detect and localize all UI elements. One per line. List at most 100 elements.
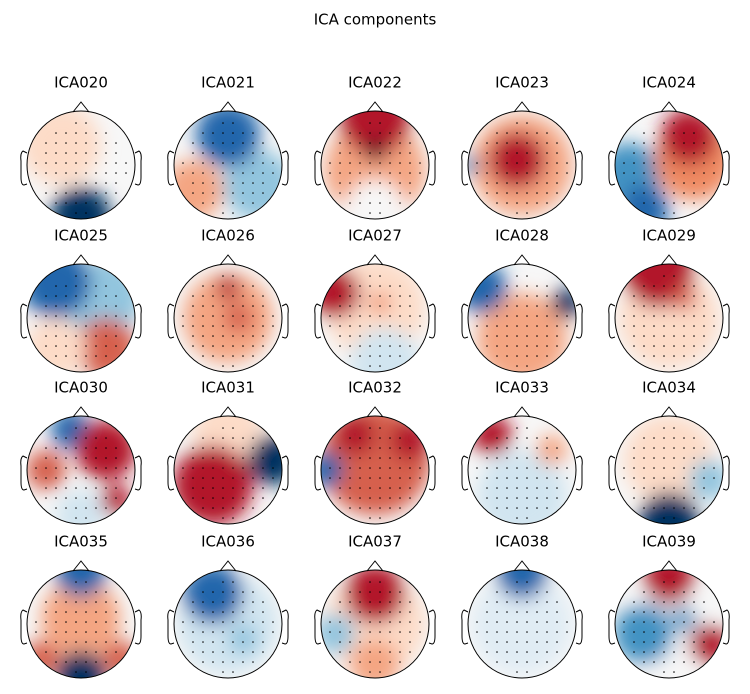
sensor — [409, 641, 411, 643]
sensor — [55, 467, 57, 469]
sensor — [369, 365, 371, 367]
sensor — [389, 345, 391, 347]
sensor — [693, 437, 695, 439]
sensor — [673, 601, 675, 603]
sensor — [339, 152, 341, 154]
ear — [20, 303, 28, 339]
color-patch — [56, 651, 106, 678]
sensor — [399, 457, 401, 459]
sensor — [683, 661, 685, 663]
sensor — [389, 315, 391, 317]
sensor — [506, 192, 508, 194]
sensor — [536, 142, 538, 144]
sensor — [212, 285, 214, 287]
nose — [366, 560, 384, 572]
sensor — [65, 437, 67, 439]
sensor — [359, 611, 361, 613]
component-title: ICA033 — [495, 379, 549, 397]
sensor — [389, 285, 391, 287]
sensor — [643, 162, 645, 164]
sensor — [633, 651, 635, 653]
sensor — [55, 202, 57, 204]
sensor — [379, 591, 381, 593]
sensor — [75, 285, 77, 287]
sensor — [359, 631, 361, 633]
sensor — [85, 305, 87, 307]
sensor — [683, 285, 685, 287]
sensor — [546, 651, 548, 653]
sensor — [222, 437, 224, 439]
ear — [20, 455, 28, 491]
sensor — [369, 122, 371, 124]
nose — [219, 101, 237, 113]
sensor — [653, 192, 655, 194]
sensor — [369, 661, 371, 663]
sensor — [85, 477, 87, 479]
sensor — [703, 631, 705, 633]
sensor — [663, 591, 665, 593]
sensor — [65, 192, 67, 194]
sensor — [359, 457, 361, 459]
sensor — [252, 162, 254, 164]
sensor — [65, 507, 67, 509]
sensor — [633, 192, 635, 194]
sensor — [653, 497, 655, 499]
sensor — [389, 172, 391, 174]
sensor — [673, 457, 675, 459]
sensor — [222, 335, 224, 337]
sensor — [192, 192, 194, 194]
sensor — [45, 651, 47, 653]
sensor — [673, 132, 675, 134]
sensor — [202, 142, 204, 144]
sensor — [222, 142, 224, 144]
sensor — [55, 162, 57, 164]
sensor — [486, 335, 488, 337]
ear — [722, 303, 730, 339]
sensor — [45, 611, 47, 613]
sensor — [496, 305, 498, 307]
sensor — [192, 487, 194, 489]
sensor — [526, 212, 528, 214]
sensor — [125, 477, 127, 479]
sensor — [663, 192, 665, 194]
sensor — [212, 651, 214, 653]
sensor — [262, 447, 264, 449]
sensor — [222, 355, 224, 357]
sensor — [75, 651, 77, 653]
sensor — [516, 152, 518, 154]
sensor — [65, 172, 67, 174]
sensor — [339, 631, 341, 633]
sensor — [202, 295, 204, 297]
sensor — [643, 152, 645, 154]
sensor — [85, 285, 87, 287]
sensor — [65, 202, 67, 204]
sensor — [556, 335, 558, 337]
sensor — [496, 497, 498, 499]
sensor — [663, 517, 665, 519]
sensor — [242, 355, 244, 357]
sensor — [526, 631, 528, 633]
sensor — [693, 661, 695, 663]
sensor — [192, 651, 194, 653]
sensor — [75, 631, 77, 633]
sensor — [693, 611, 695, 613]
sensor — [75, 162, 77, 164]
sensor — [643, 507, 645, 509]
sensor — [683, 457, 685, 459]
head-map — [27, 570, 135, 678]
sensor — [536, 355, 538, 357]
sensor — [339, 457, 341, 459]
sensor — [105, 507, 107, 509]
sensor — [242, 345, 244, 347]
sensor — [703, 497, 705, 499]
sensor — [663, 621, 665, 623]
component-title: ICA020 — [54, 74, 108, 92]
sensor — [359, 437, 361, 439]
sensor — [182, 172, 184, 174]
sensor — [369, 427, 371, 429]
sensor — [232, 641, 234, 643]
sensor — [262, 601, 264, 603]
sensor — [105, 437, 107, 439]
sensor — [369, 162, 371, 164]
sensor — [486, 142, 488, 144]
